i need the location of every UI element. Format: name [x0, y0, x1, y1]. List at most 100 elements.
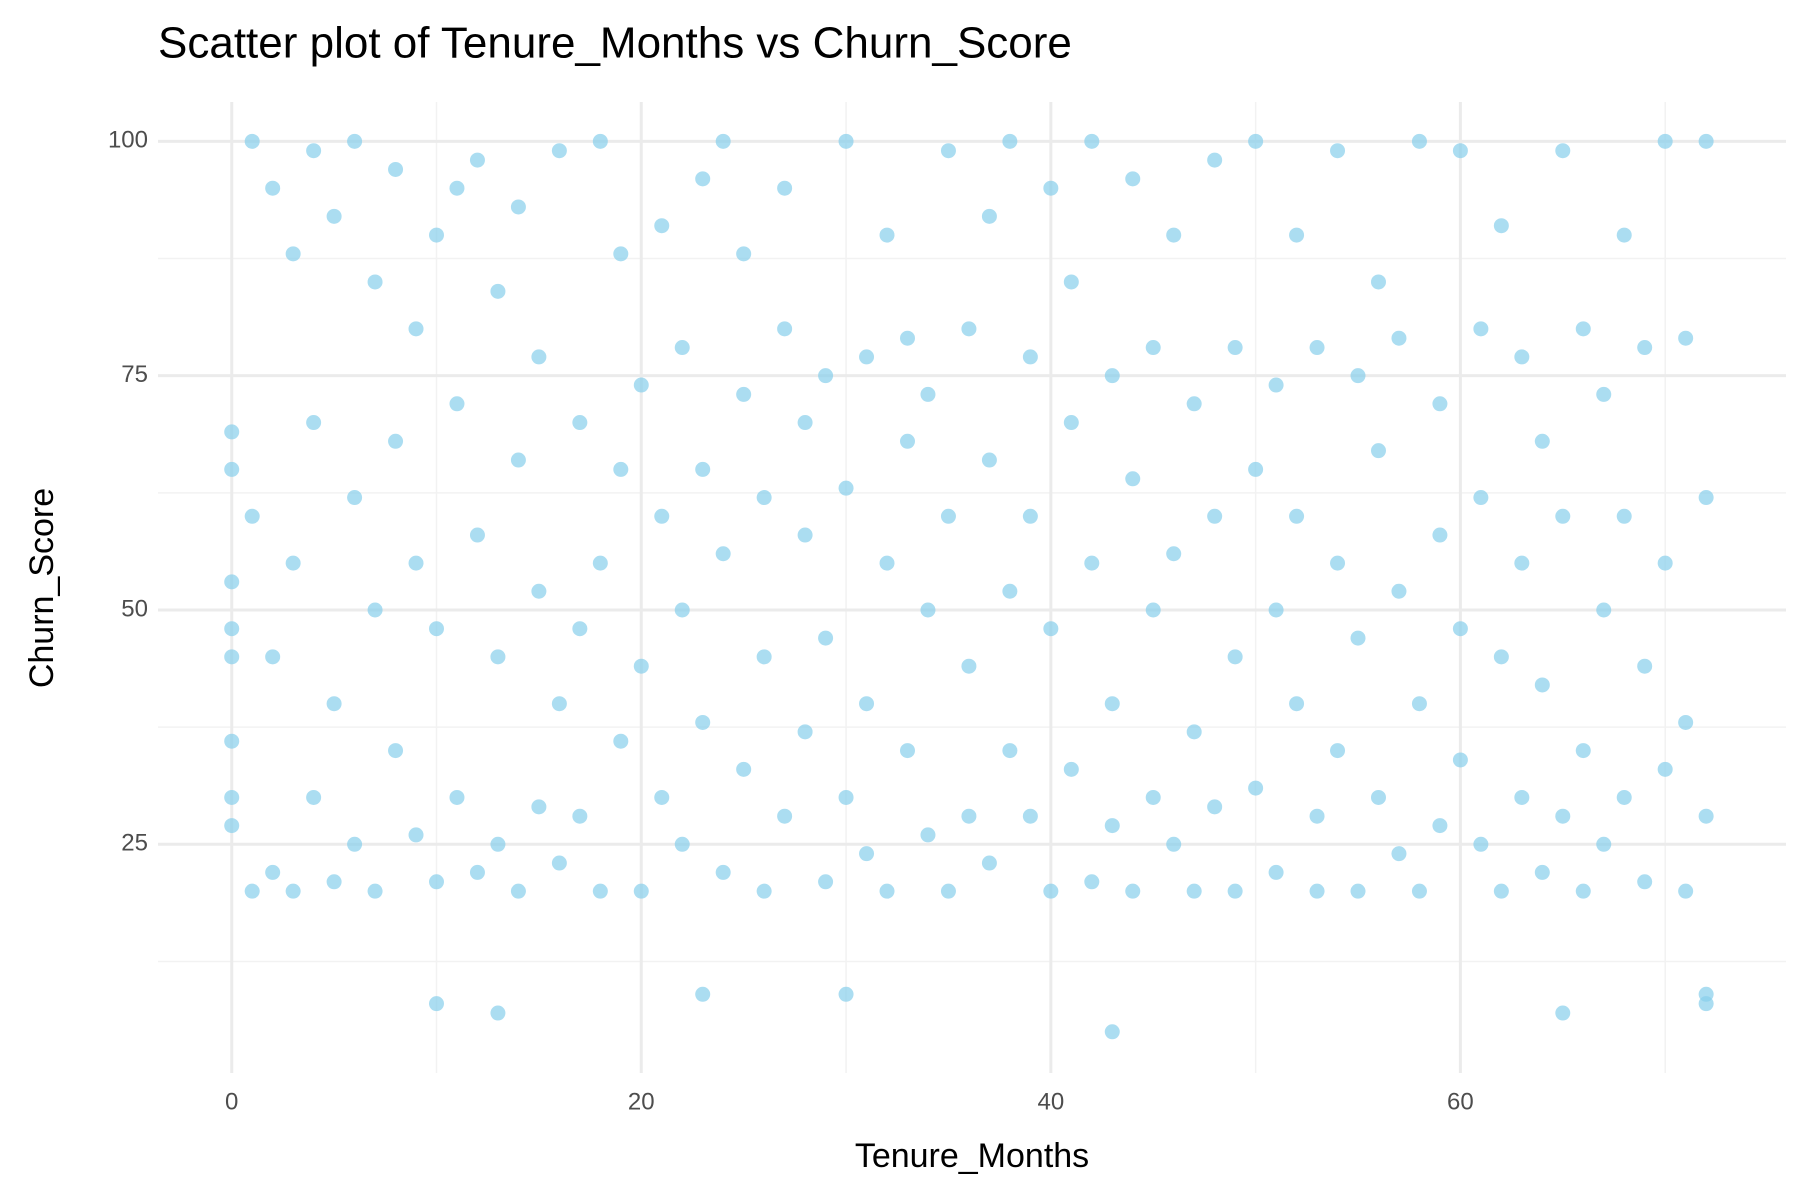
point — [1616, 789, 1632, 805]
point — [1350, 630, 1366, 646]
point — [1452, 621, 1468, 637]
point — [1125, 171, 1141, 187]
x-tick-label: 0 — [225, 1088, 238, 1115]
point — [510, 199, 526, 215]
point — [1432, 396, 1448, 412]
point — [1268, 602, 1284, 618]
point — [1145, 789, 1161, 805]
point — [1575, 321, 1591, 337]
point — [285, 246, 301, 262]
point — [1104, 818, 1120, 834]
point — [1534, 677, 1550, 693]
point — [531, 349, 547, 365]
point — [224, 649, 240, 665]
point — [1145, 340, 1161, 356]
point — [756, 883, 772, 899]
point — [1309, 340, 1325, 356]
point — [367, 274, 383, 290]
point — [224, 574, 240, 590]
point — [715, 133, 731, 149]
point — [429, 874, 445, 890]
point — [224, 818, 240, 834]
point — [1698, 808, 1714, 824]
point — [1043, 180, 1059, 196]
point — [981, 208, 997, 224]
point — [1657, 555, 1673, 571]
point — [1411, 696, 1427, 712]
point — [367, 883, 383, 899]
point — [490, 649, 506, 665]
point — [429, 621, 445, 637]
point — [592, 883, 608, 899]
point — [306, 143, 322, 159]
point — [326, 696, 342, 712]
point — [244, 133, 260, 149]
point — [818, 630, 834, 646]
point — [265, 864, 281, 880]
point — [838, 986, 854, 1002]
point — [510, 452, 526, 468]
point — [879, 555, 895, 571]
point — [1350, 368, 1366, 384]
point — [531, 583, 547, 599]
point — [838, 133, 854, 149]
point — [1473, 321, 1489, 337]
point — [224, 424, 240, 440]
point — [1002, 133, 1018, 149]
point — [920, 602, 936, 618]
point — [265, 180, 281, 196]
point — [1493, 218, 1509, 234]
point — [1698, 996, 1714, 1012]
point — [859, 349, 875, 365]
point — [674, 602, 690, 618]
point — [859, 696, 875, 712]
point — [818, 874, 834, 890]
point — [879, 227, 895, 243]
point — [1145, 602, 1161, 618]
point — [1596, 602, 1612, 618]
point — [940, 508, 956, 524]
point — [1411, 133, 1427, 149]
point — [1637, 340, 1653, 356]
point — [408, 321, 424, 337]
point — [797, 724, 813, 740]
point — [1248, 780, 1264, 796]
point — [695, 714, 711, 730]
point — [449, 180, 465, 196]
point — [449, 396, 465, 412]
point — [285, 555, 301, 571]
point — [408, 827, 424, 843]
point — [469, 152, 485, 168]
point — [715, 546, 731, 562]
point — [736, 386, 752, 402]
point — [1084, 874, 1100, 890]
point — [490, 283, 506, 299]
point — [449, 789, 465, 805]
point — [1555, 808, 1571, 824]
point — [1227, 883, 1243, 899]
point — [1534, 433, 1550, 449]
point — [388, 743, 404, 759]
point — [1268, 377, 1284, 393]
point — [572, 415, 588, 431]
y-tick-label: 50 — [121, 595, 148, 622]
point — [592, 133, 608, 149]
point — [1084, 133, 1100, 149]
point — [1473, 836, 1489, 852]
point — [1268, 864, 1284, 880]
point — [961, 658, 977, 674]
point — [1637, 874, 1653, 890]
point — [1555, 143, 1571, 159]
point — [1063, 761, 1079, 777]
point — [961, 808, 977, 824]
point — [1391, 583, 1407, 599]
point — [490, 1005, 506, 1021]
point — [1657, 761, 1673, 777]
point — [1350, 883, 1366, 899]
point — [224, 621, 240, 637]
point — [1309, 883, 1325, 899]
point — [1186, 724, 1202, 740]
point — [224, 733, 240, 749]
point — [654, 218, 670, 234]
